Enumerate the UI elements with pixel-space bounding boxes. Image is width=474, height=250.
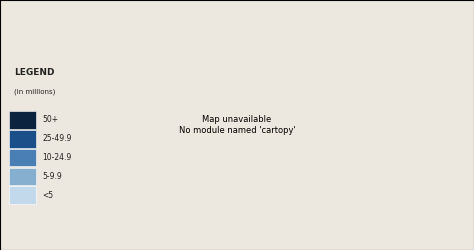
Bar — [9, 111, 36, 129]
FancyBboxPatch shape — [5, 70, 95, 219]
Bar — [9, 149, 36, 166]
Text: 25-49.9: 25-49.9 — [43, 134, 72, 143]
Text: Map unavailable
No module named 'cartopy': Map unavailable No module named 'cartopy… — [179, 115, 295, 135]
Text: <5: <5 — [43, 190, 54, 200]
Bar — [9, 186, 36, 204]
Text: 5-9.9: 5-9.9 — [43, 172, 63, 181]
Bar — [9, 130, 36, 148]
Bar — [9, 168, 36, 185]
Text: 10-24.9: 10-24.9 — [43, 153, 72, 162]
Text: 50+: 50+ — [43, 116, 59, 124]
Text: LEGEND: LEGEND — [14, 68, 55, 78]
Text: (in millions): (in millions) — [14, 88, 55, 95]
